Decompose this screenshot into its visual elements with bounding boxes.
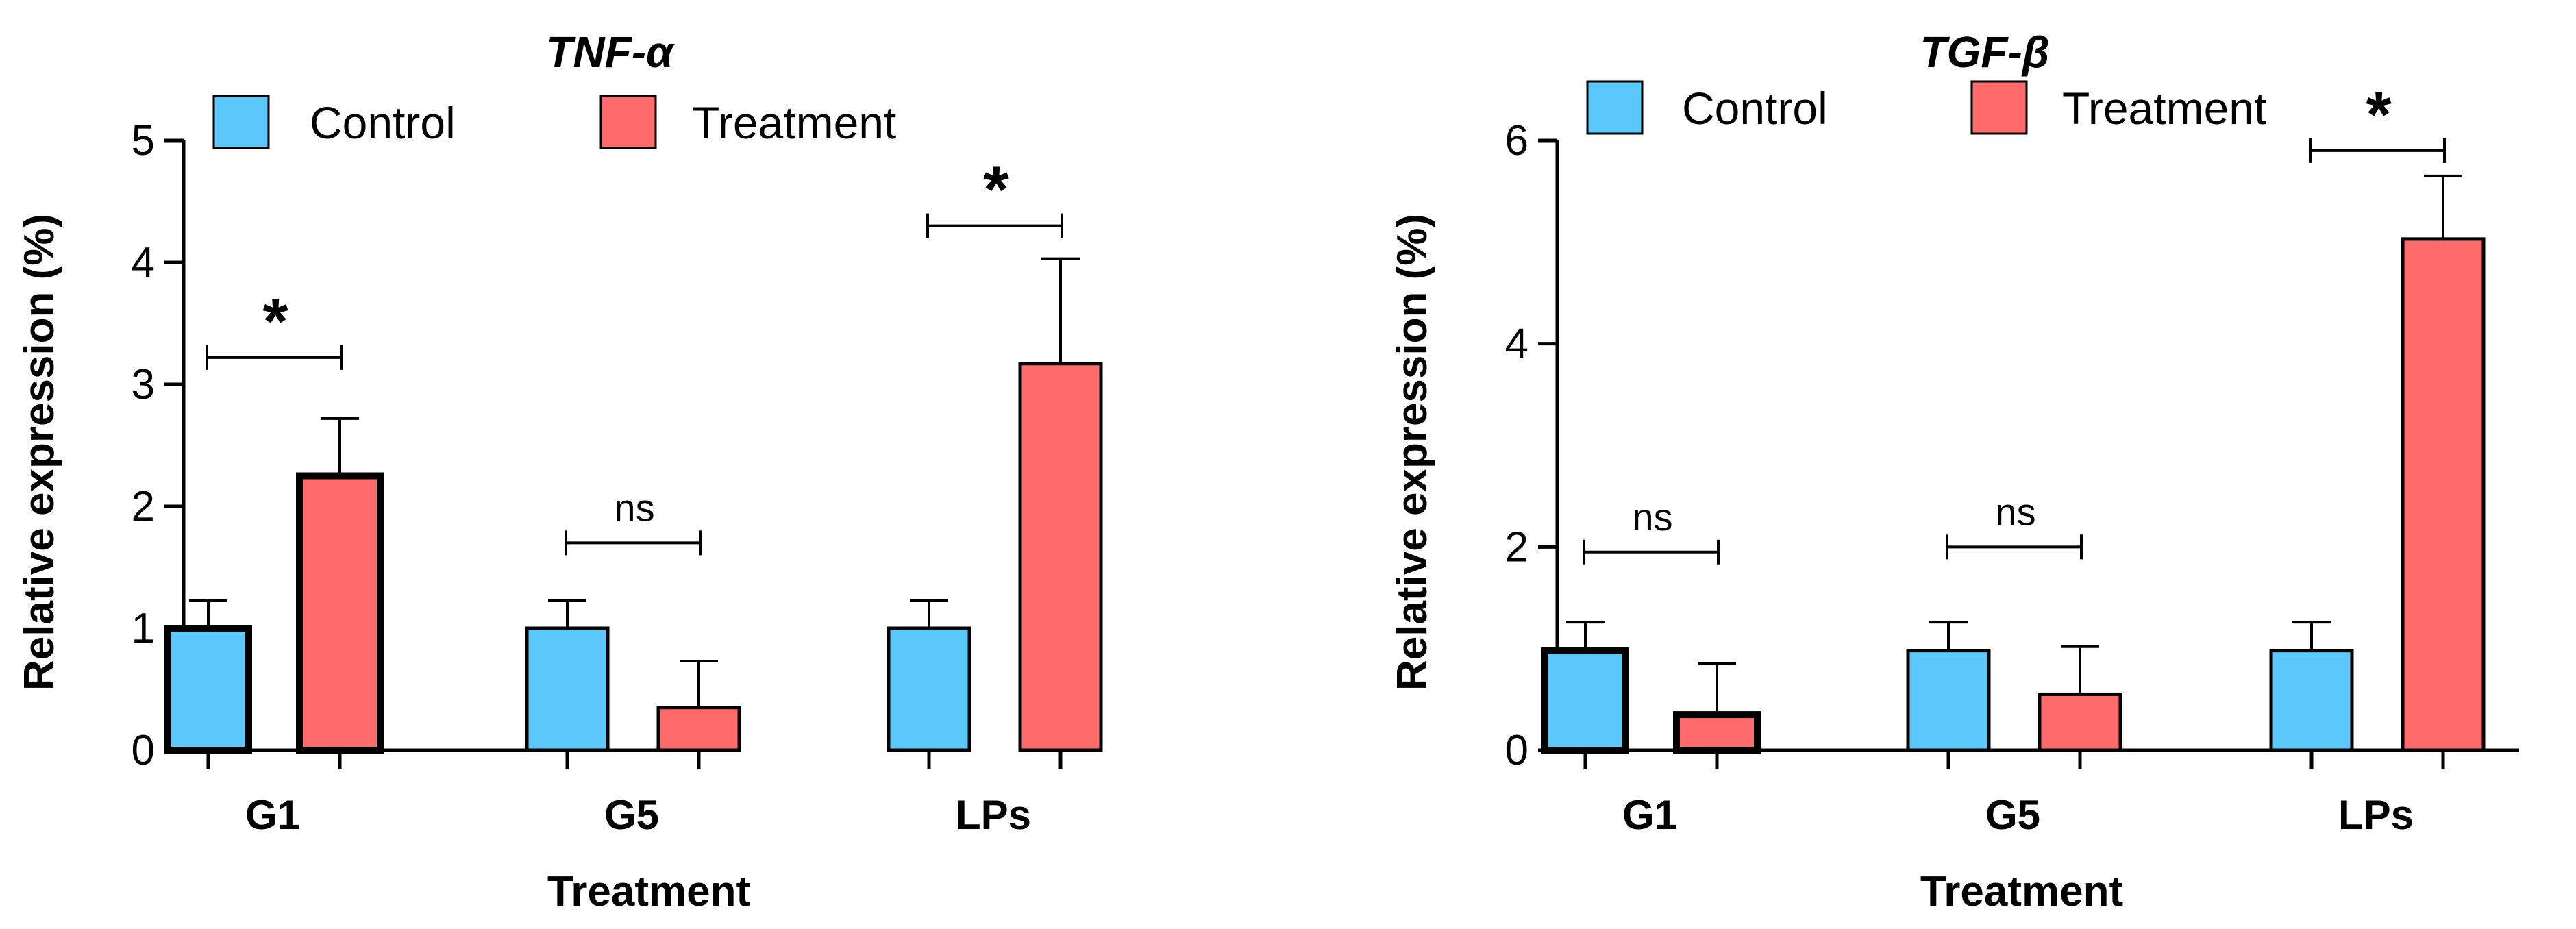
x-axis-title: Treatment (1920, 868, 2123, 915)
y-axis-title: Relative expression (%) (16, 214, 63, 691)
y-tick-label: 1 (132, 605, 155, 652)
significance-star: * (262, 285, 288, 358)
y-tick-label: 4 (1505, 321, 1528, 368)
significance-ns: ns (1995, 490, 2035, 533)
legend-swatch-treatment (1970, 80, 2028, 135)
x-category-label-g5: G5 (604, 792, 659, 838)
legend-label-treatment: Treatment (692, 97, 896, 148)
y-tick-label: 2 (1505, 523, 1528, 571)
significance-ns: ns (1632, 495, 1672, 538)
chart-title: TNF-α (546, 27, 675, 77)
bar-lps-control (2269, 649, 2354, 752)
chart-tgf-beta: TGF-β Control Treatment 0 2 4 6 Relative expres… (1389, 27, 2519, 915)
bar-g5-treatment (2038, 692, 2122, 752)
x-category-label-g1: G1 (245, 792, 300, 838)
y-tick-label: 4 (132, 239, 155, 286)
bar-lps-control (887, 626, 971, 752)
y-tick-label: 3 (132, 361, 155, 408)
y-axis-title: Relative expression (%) (1389, 214, 1436, 691)
y-tick-label: 0 (132, 727, 155, 774)
bar-g1-control (164, 625, 252, 754)
y-tick-label: 5 (132, 117, 155, 164)
bar-lps-treatment (2401, 237, 2486, 752)
bar-g1-treatment (1673, 711, 1761, 754)
bar-g5-control (525, 626, 610, 752)
chart-tnf-alpha: TNF-α Control Treatment 0 1 2 3 4 5 Relative expr… (16, 27, 1103, 915)
significance-ns: ns (614, 486, 654, 529)
significance-star: * (983, 153, 1009, 227)
y-tick-label: 6 (1505, 117, 1528, 164)
bar-g5-treatment (656, 706, 741, 752)
chart-title: TGF-β (1920, 27, 2050, 77)
legend-swatch-treatment (599, 95, 657, 149)
legend-label-treatment: Treatment (2062, 83, 2266, 134)
legend-swatch-control (212, 95, 270, 149)
y-tick-label: 0 (1505, 727, 1528, 774)
bar-lps-treatment (1018, 362, 1103, 752)
significance-star: * (2366, 78, 2392, 151)
bar-g5-control (1906, 649, 1991, 752)
x-category-label-lps: LPs (2338, 792, 2414, 838)
legend-swatch-control (1586, 80, 1644, 135)
x-category-label-g5: G5 (1985, 792, 2040, 838)
x-axis-title: Treatment (547, 868, 750, 915)
y-tick-label: 2 (132, 483, 155, 530)
x-category-label-g1: G1 (1622, 792, 1677, 838)
bar-g1-treatment (296, 472, 384, 754)
bar-g1-control (1541, 647, 1629, 754)
legend-label-control: Control (1682, 83, 1828, 134)
legend-label-control: Control (310, 97, 456, 148)
x-category-label-lps: LPs (956, 792, 1031, 838)
